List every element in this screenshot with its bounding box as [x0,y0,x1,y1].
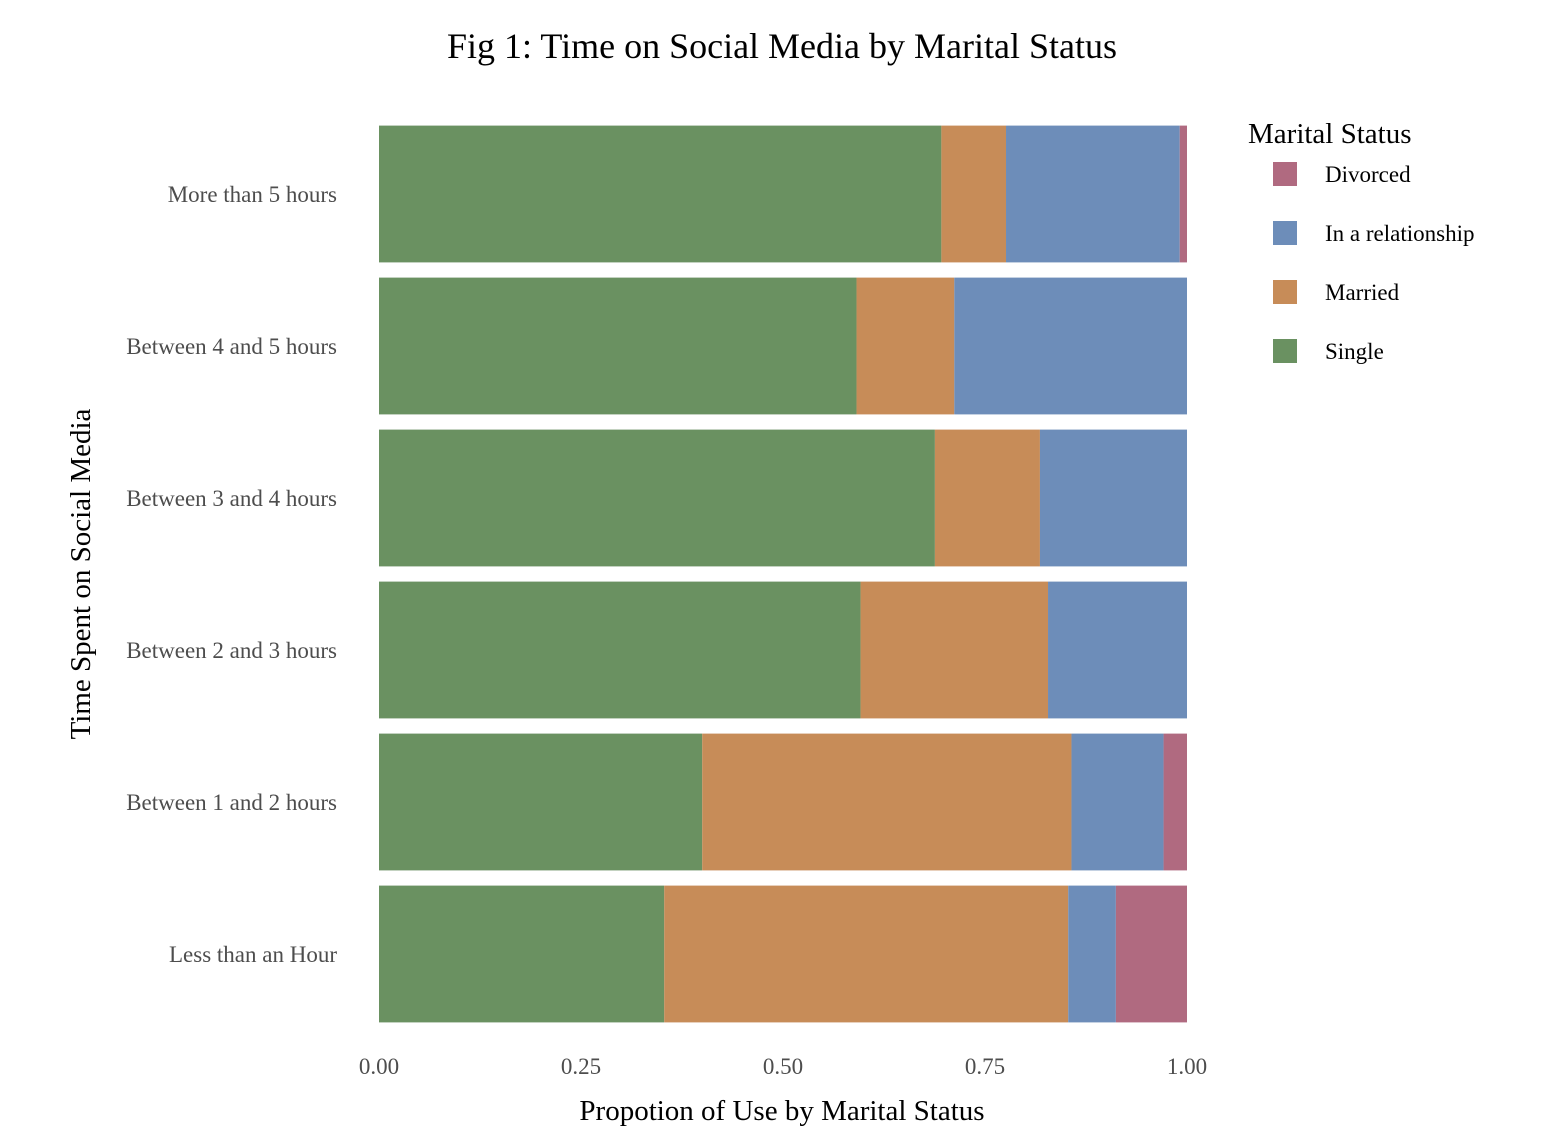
legend-swatch [1273,221,1297,245]
bar-segment-single [379,733,703,871]
bar-segment-in-a-relationship [1071,733,1164,871]
bar-segment-in-a-relationship [1006,125,1180,263]
bar-segment-married [664,885,1069,1023]
bar-segment-in-a-relationship [1039,429,1187,567]
bar-segment-in-a-relationship [1048,581,1187,719]
legend-label: Married [1325,280,1400,305]
y-tick-label: Less than an Hour [169,942,337,967]
x-tick-labels: 0.00 0.25 0.50 0.75 1.00 [359,1054,1207,1079]
bar-segment-in-a-relationship [1068,885,1116,1023]
bar-segment-divorced [1179,125,1187,263]
bar-segment-married [702,733,1072,871]
legend: Marital Status Divorced In a relationship… [1248,118,1474,364]
bar-segment-single [379,277,857,415]
x-tick-label: 0.25 [561,1054,601,1079]
x-tick-label: 0.00 [359,1054,399,1079]
legend-label: Single [1325,339,1384,364]
x-tick-label: 0.50 [763,1054,803,1079]
y-tick-label: More than 5 hours [168,182,337,207]
chart-title: Fig 1: Time on Social Media by Marital S… [447,26,1117,66]
legend-label: Divorced [1325,162,1411,187]
legend-title: Marital Status [1248,118,1412,150]
y-tick-labels: Less than an Hour Between 1 and 2 hours Be… [126,182,337,967]
bar-segment-single [379,885,665,1023]
bar-segment-single [379,581,861,719]
x-axis-title: Propotion of Use by Marital Status [579,1095,984,1127]
x-tick-label: 0.75 [965,1054,1005,1079]
legend-swatch [1273,339,1297,363]
bar-segment-in-a-relationship [954,277,1187,415]
bar-segment-divorced [1115,885,1187,1023]
x-tick-label: 1.00 [1167,1054,1207,1079]
bar-segment-married [860,581,1049,719]
legend-swatch [1273,162,1297,186]
bar-segment-married [941,125,1007,263]
bar-segment-single [379,429,935,567]
bar-segment-married [934,429,1040,567]
bar-segment-married [856,277,955,415]
legend-label: In a relationship [1325,221,1474,246]
y-tick-label: Between 2 and 3 hours [126,638,337,663]
bar-segment-single [379,125,942,263]
legend-items: Divorced In a relationship Married Single [1273,162,1474,364]
bars-layer [379,125,1187,1023]
y-tick-label: Between 1 and 2 hours [126,790,337,815]
y-tick-label: Between 4 and 5 hours [126,334,337,359]
legend-swatch [1273,280,1297,304]
bar-segment-divorced [1163,733,1187,871]
y-tick-label: Between 3 and 4 hours [126,486,337,511]
y-axis-title: Time Spent on Social Media [65,408,97,739]
